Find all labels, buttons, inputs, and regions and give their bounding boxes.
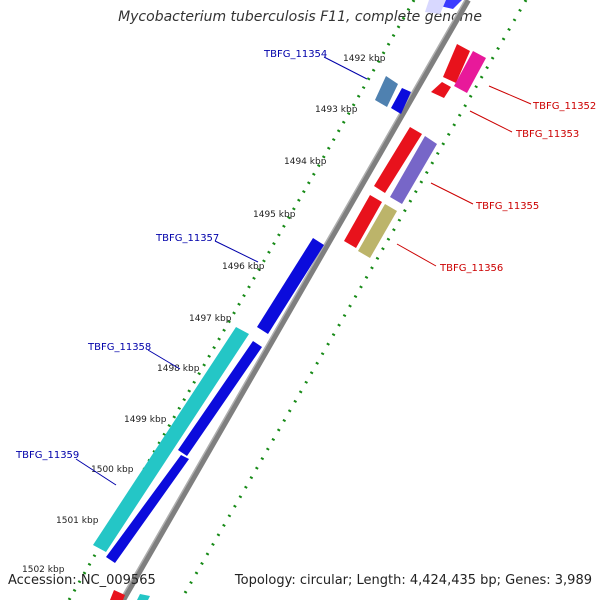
scale-label: 1498 kbp (157, 364, 200, 374)
gene-label-tbfg-11352: TBFG_11352 (532, 101, 596, 112)
gene-tbfg-11354b (391, 88, 411, 114)
scale-label: 1501 kbp (56, 516, 99, 526)
gene-partial-top (440, 0, 462, 9)
gene-label-tbfg-11354: TBFG_11354 (263, 49, 327, 60)
gene-tbfg-11352 (443, 44, 470, 83)
gene-tbfg-11352b (431, 82, 451, 98)
gene-features (93, 0, 486, 600)
scale-label: 1499 kbp (124, 415, 167, 425)
scale-label: 1497 kbp (189, 314, 232, 324)
scale-label: 1502 kbp (22, 565, 65, 575)
scale-label: 1496 kbp (222, 262, 265, 272)
gene-label-tbfg-11359: TBFG_11359 (15, 450, 79, 461)
gene-label-tbfg-11353: TBFG_11353 (515, 129, 579, 140)
gene-label-tbfg-11356: TBFG_11356 (439, 263, 503, 274)
gene-tbfg-11355-red (374, 127, 422, 193)
gene-partial-bottom-cyan (137, 594, 150, 600)
gene-labels: TBFG_11354 TBFG_11357 TBFG_11358 TBFG_11… (15, 49, 596, 461)
scale-labels: 1492 kbp 1493 kbp 1494 kbp 1495 kbp 1496… (22, 54, 386, 575)
topology-label: Topology: circular; Length: 4,424,435 bp… (234, 573, 592, 588)
gene-tbfg-11353 (454, 51, 486, 93)
scale-label: 1500 kbp (91, 465, 134, 475)
gene-tbfg-11358 (93, 327, 249, 552)
gene-label-tbfg-11358: TBFG_11358 (87, 342, 151, 353)
map-title: Mycobacterium tuberculosis F11, complete… (118, 9, 482, 25)
scale-label: 1492 kbp (343, 54, 386, 64)
gene-partial-bottom-red (110, 590, 125, 600)
gene-label-tbfg-11357: TBFG_11357 (155, 233, 219, 244)
gene-forward-cds-a (178, 341, 262, 456)
gene-tbfg-11354 (375, 76, 398, 107)
gene-partial-top-ghost (425, 0, 446, 14)
gene-tbfg-11359 (106, 455, 189, 563)
gene-label-tbfg-11355: TBFG_11355 (475, 201, 539, 212)
scale-label: 1494 kbp (284, 157, 327, 167)
gene-tbfg-11356-red (344, 195, 382, 248)
gene-tbfg-11356 (358, 204, 397, 258)
leader-lines (75, 56, 532, 486)
gene-tbfg-11355 (390, 136, 437, 204)
gene-tbfg-11357 (257, 238, 324, 334)
scale-label: 1493 kbp (315, 105, 358, 115)
scale-label: 1495 kbp (253, 210, 296, 220)
gc-track (179, 0, 528, 600)
accession-label: Accession: NC_009565 (8, 573, 156, 588)
backbone (119, 0, 471, 600)
